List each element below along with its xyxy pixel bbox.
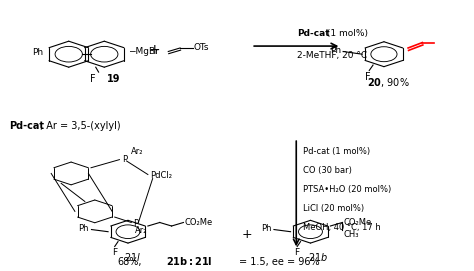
Text: 19: 19 (107, 74, 120, 84)
Text: F: F (294, 248, 299, 257)
Text: P: P (122, 155, 127, 164)
Text: Ph: Ph (261, 224, 272, 234)
Text: PTSA•H₂O (20 mol%): PTSA•H₂O (20 mol%) (303, 185, 392, 194)
Text: CH₃: CH₃ (344, 230, 359, 239)
Text: , Ar = 3,5-(xylyl): , Ar = 3,5-(xylyl) (40, 121, 121, 131)
Text: PdCl₂: PdCl₂ (150, 171, 172, 180)
Text: = 1.5, ee = 96%: = 1.5, ee = 96% (239, 257, 320, 267)
Text: MeOH, 40 °C, 17 h: MeOH, 40 °C, 17 h (303, 223, 381, 232)
Text: −MgBr: −MgBr (128, 47, 159, 56)
Text: CO (30 bar): CO (30 bar) (303, 166, 352, 175)
Text: Ph: Ph (79, 224, 89, 234)
Text: F: F (365, 72, 371, 82)
Text: (1 mol%): (1 mol%) (324, 29, 368, 38)
Text: 68%,: 68%, (118, 257, 142, 267)
Text: F: F (90, 74, 95, 84)
Text: Pd-cat: Pd-cat (9, 121, 45, 131)
Text: +: + (148, 43, 160, 57)
Text: $\mathbf{20}$, 90%: $\mathbf{20}$, 90% (367, 76, 410, 89)
Text: $\mathbf{\mathit{21b}}$: $\mathbf{\mathit{21b}}$ (308, 251, 328, 263)
Text: $\mathit{21l}$: $\mathit{21l}$ (124, 251, 141, 263)
Text: OTs: OTs (193, 43, 209, 53)
Text: CO₂Me: CO₂Me (184, 218, 213, 227)
Text: Ar₂: Ar₂ (135, 226, 147, 235)
Text: 2-MeTHF, 20 °C: 2-MeTHF, 20 °C (297, 51, 367, 60)
Text: F: F (112, 248, 117, 257)
Text: P: P (133, 219, 138, 228)
Text: Ph: Ph (330, 46, 341, 56)
Text: Ar₂: Ar₂ (131, 147, 144, 156)
Text: $\mathbf{21b:21l}$: $\mathbf{21b:21l}$ (166, 255, 212, 267)
Text: CO₂Me: CO₂Me (344, 218, 372, 227)
Text: Pd-cat (1 mol%): Pd-cat (1 mol%) (303, 147, 371, 156)
Text: LiCl (20 mol%): LiCl (20 mol%) (303, 204, 365, 213)
Text: Ph: Ph (33, 48, 44, 57)
Text: +: + (241, 228, 252, 241)
Text: Pd-cat: Pd-cat (297, 29, 329, 38)
